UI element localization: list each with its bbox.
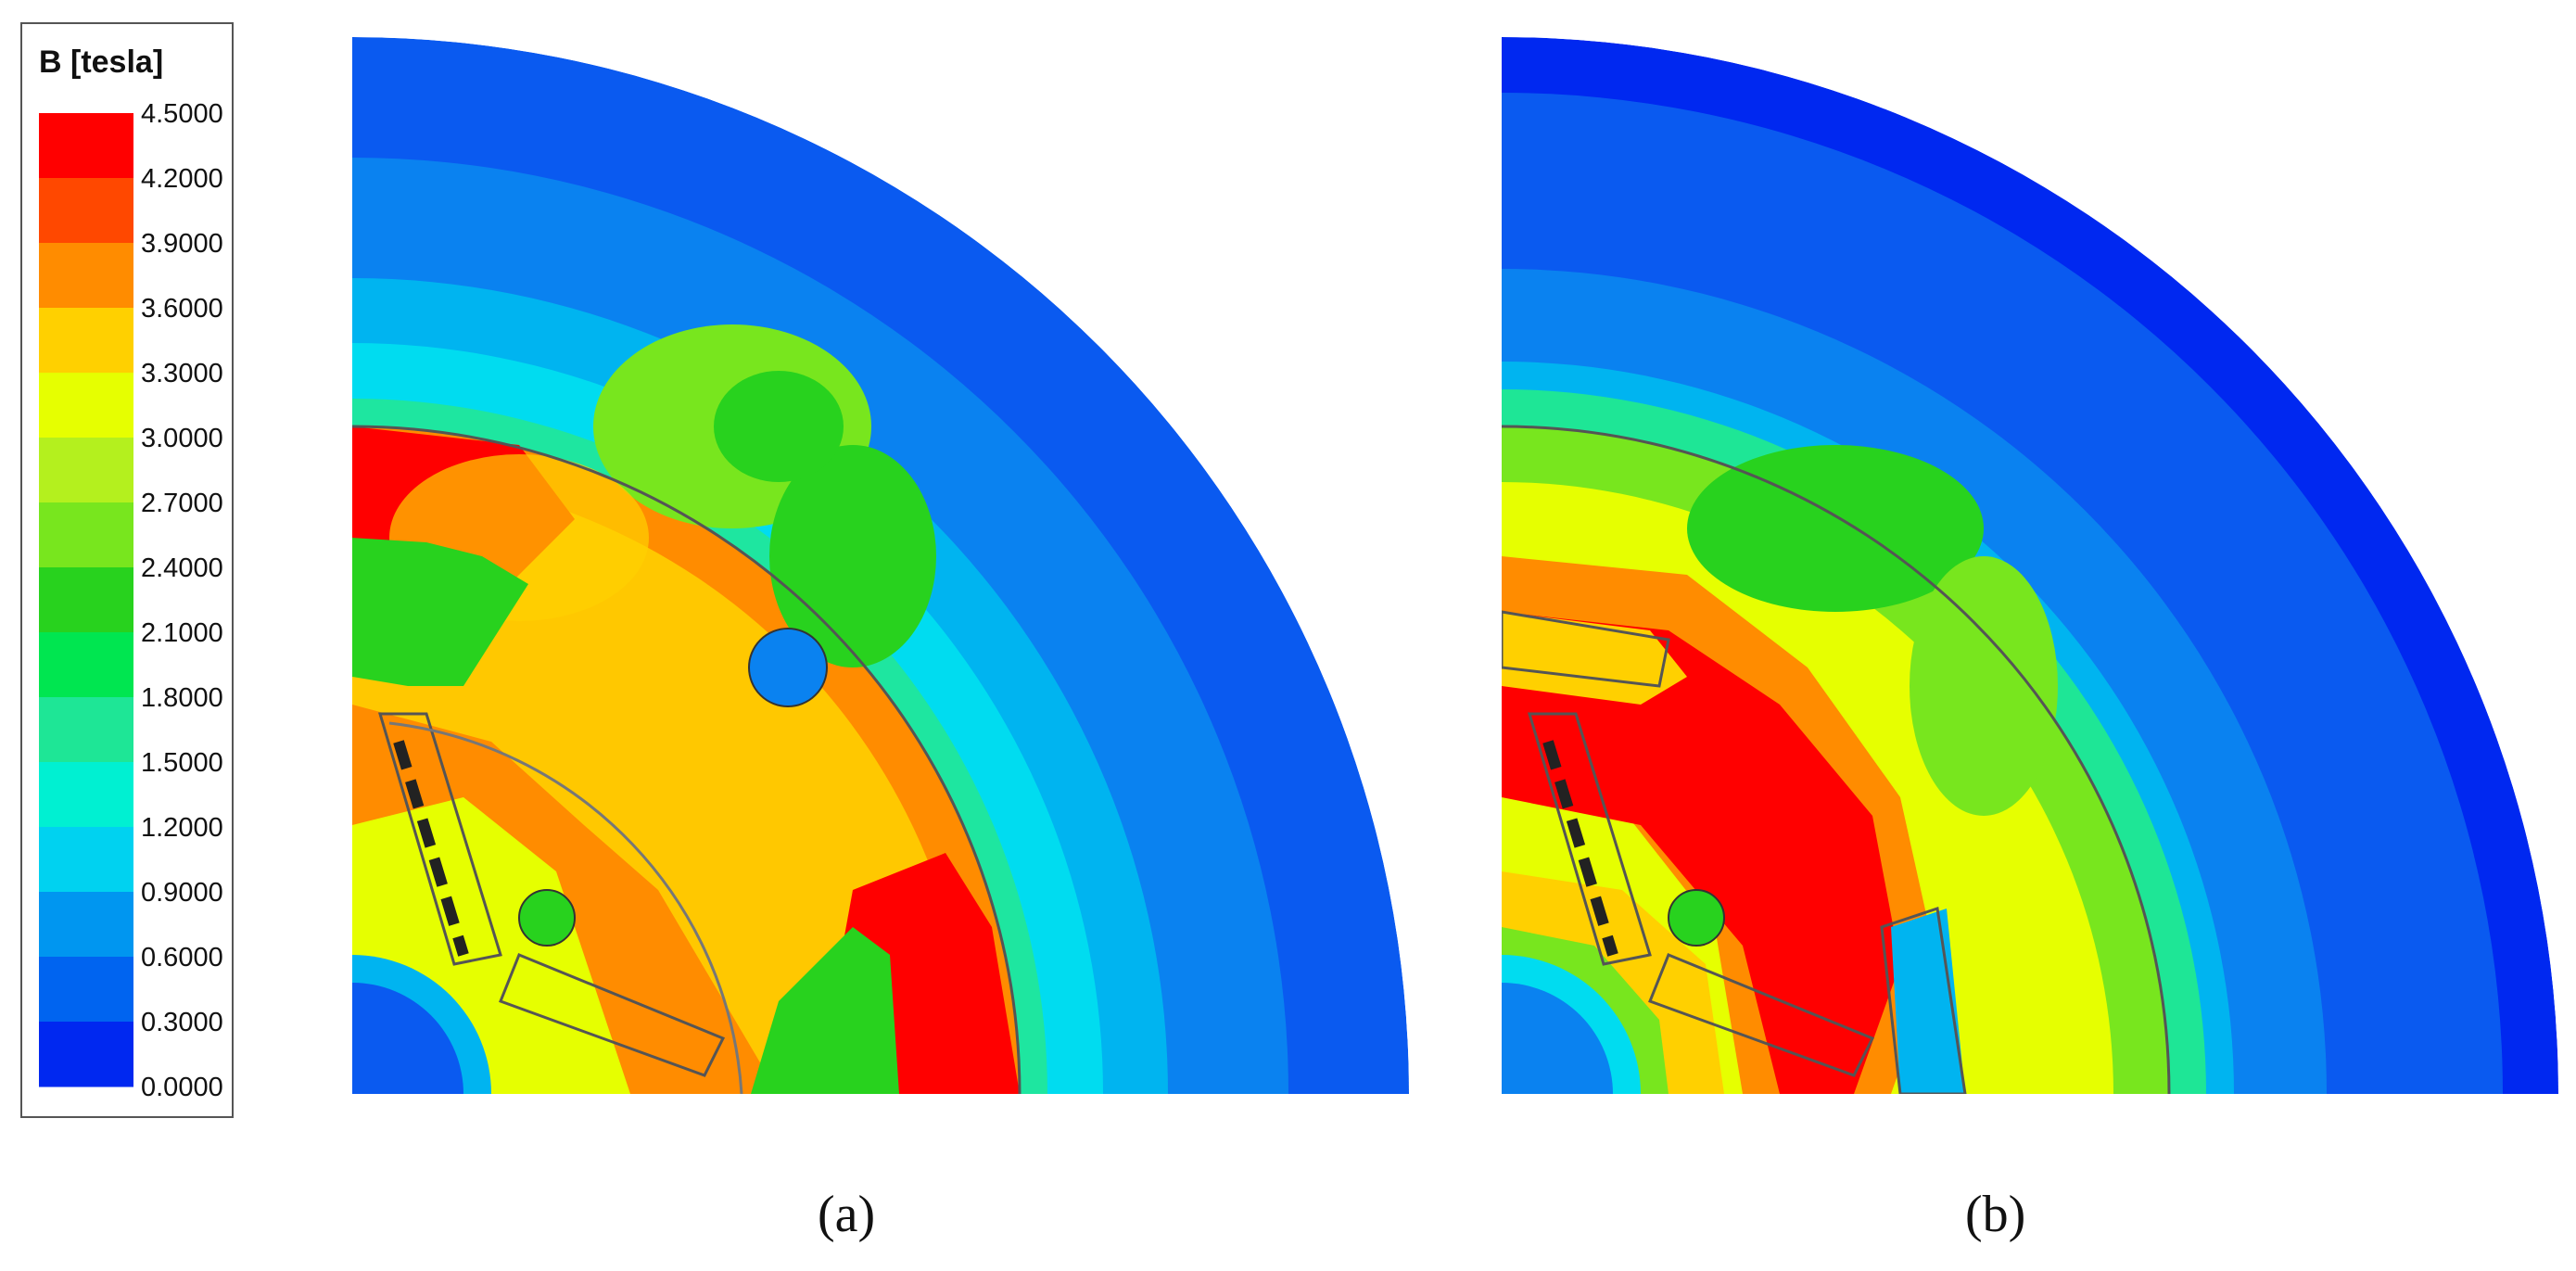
colorbar-tick-label: 1.2000	[141, 813, 223, 843]
colorbar-band	[39, 243, 133, 309]
colorbar-legend: B [tesla] 4.5000 4.2000 3.9000 3.6000 3.3000…	[20, 22, 234, 1118]
colorbar-band	[39, 827, 133, 893]
colorbar-tick-label: 0.9000	[141, 878, 223, 908]
colorbar-tick-label: 3.3000	[141, 359, 223, 388]
colorbar-tick-label: 3.6000	[141, 294, 223, 324]
legend-title: B [tesla]	[39, 44, 164, 80]
colorbar-tick-label: 0.3000	[141, 1008, 223, 1037]
flux-density-plot-b	[1502, 37, 2558, 1094]
colorbar-tick-label: 4.5000	[141, 99, 223, 129]
colorbar-band	[39, 762, 133, 828]
colorbar-band	[39, 892, 133, 958]
colorbar-band	[39, 957, 133, 1023]
colorbar-tick-label: 2.1000	[141, 618, 223, 648]
colorbar-tick-label: 2.7000	[141, 489, 223, 518]
colorbar-tick-label: 0.0000	[141, 1073, 223, 1102]
colorbar-tick-label: 0.6000	[141, 943, 223, 972]
colorbar-band	[39, 373, 133, 438]
colorbar-band	[39, 502, 133, 568]
colorbar-band	[39, 438, 133, 503]
colorbar: 4.5000 4.2000 3.9000 3.6000 3.3000 3.0000 2.70…	[39, 99, 223, 1102]
caption-a: (a)	[818, 1186, 876, 1243]
caption-b: (b)	[1965, 1186, 2026, 1243]
colorbar-tick-label: 1.8000	[141, 683, 223, 713]
colorbar-band	[39, 697, 133, 763]
colorbar-band	[39, 632, 133, 698]
colorbar-band	[39, 308, 133, 374]
flux-density-plot-a	[352, 37, 1409, 1094]
colorbar-tick-label: 4.2000	[141, 164, 223, 194]
colorbar-band	[39, 178, 133, 244]
colorbar-band	[39, 567, 133, 633]
colorbar-tick-label: 1.5000	[141, 748, 223, 778]
colorbar-tick-label: 3.0000	[141, 424, 223, 453]
colorbar-band	[39, 113, 133, 179]
colorbar-tick-label: 2.4000	[141, 553, 223, 583]
colorbar-band	[39, 1022, 133, 1087]
colorbar-tick-label: 3.9000	[141, 229, 223, 259]
